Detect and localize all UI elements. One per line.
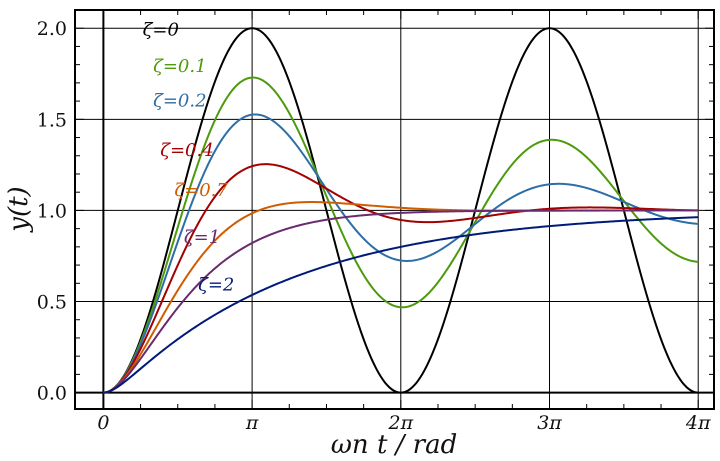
series-line-2 <box>103 113 699 394</box>
y-tick-label: 1.5 <box>37 109 67 131</box>
y-axis-title: y(t) <box>4 186 34 232</box>
series-label: ζ=0 <box>143 20 179 41</box>
x-tick-label: 0 <box>97 412 109 434</box>
x-axis-title: ωn t / rad <box>331 430 458 460</box>
y-tick-label: 0.5 <box>37 292 67 314</box>
series-line-3 <box>103 163 699 394</box>
y-tick-label: 1.0 <box>37 200 67 222</box>
series-label: ζ=0.1 <box>153 56 206 77</box>
series-line-6 <box>103 216 699 394</box>
series-labels: ζ=0 ζ=0.1 ζ=0.2 ζ=0.4 ζ=0.7 ζ=1 ζ=2 <box>143 20 235 296</box>
series-curves <box>103 27 699 394</box>
series-line-1 <box>103 76 699 394</box>
plot-frame <box>74 9 715 410</box>
x-tick-label: 3π <box>537 412 562 434</box>
series-label: ζ=0.2 <box>153 91 206 112</box>
y-tick-label: 2.0 <box>37 18 67 40</box>
series-line-5 <box>103 209 699 394</box>
series-label: ζ=0.4 <box>160 140 213 161</box>
series-label: ζ=1 <box>184 227 220 248</box>
axis-ticks: 0.0 0.5 1.0 1.5 2.0 0 π 2π 3π 4π <box>37 10 714 434</box>
x-tick-label: π <box>245 412 259 434</box>
series-line-0 <box>103 27 699 394</box>
series-label: ζ=2 <box>198 275 234 296</box>
y-tick-label: 0.0 <box>37 383 67 405</box>
series-label: ζ=0.7 <box>174 180 228 201</box>
x-tick-label: 2π <box>388 412 414 434</box>
grid <box>75 10 714 409</box>
x-tick-label: 4π <box>685 412 711 434</box>
